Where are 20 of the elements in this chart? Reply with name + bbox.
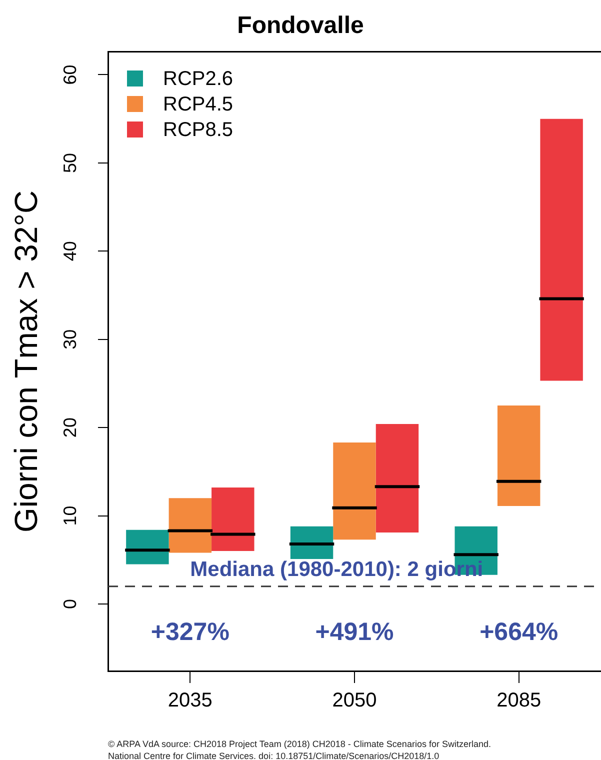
annotation: +664% [480, 618, 558, 646]
text: © ARPA VdA source: CH2018 Project Team (2018) CH2018 - Climate Scenarios for Switzerland. [108, 738, 491, 750]
y-tick-label: 0 [60, 598, 80, 609]
x-tick-label: 2050 [332, 690, 377, 712]
y-tick-label: 30 [60, 329, 80, 350]
legend-label: RCP4.5 [163, 94, 234, 116]
y-tick-label: 40 [60, 241, 80, 262]
x-tick-label: 2035 [168, 690, 212, 712]
y-axis-title: Giorni con Tmax > 32°C [8, 190, 44, 532]
y-tick-label: 10 [60, 506, 80, 526]
x-tick-label: 2085 [496, 690, 542, 712]
annotation: +327% [150, 618, 230, 646]
legend-label: RCP2.6 [163, 68, 234, 90]
y-tick-label: 60 [60, 64, 80, 85]
chart-title: Fondovalle [237, 12, 364, 40]
y-tick-label: 20 [60, 418, 80, 438]
text: National Centre for Climate Services. doi: 10.18751/Climate/Scenarios/CH2018/1.0 [108, 750, 440, 760]
annotation: +491% [315, 618, 394, 646]
y-tick-label: 50 [60, 152, 80, 173]
legend-label: RCP8.5 [163, 119, 234, 142]
